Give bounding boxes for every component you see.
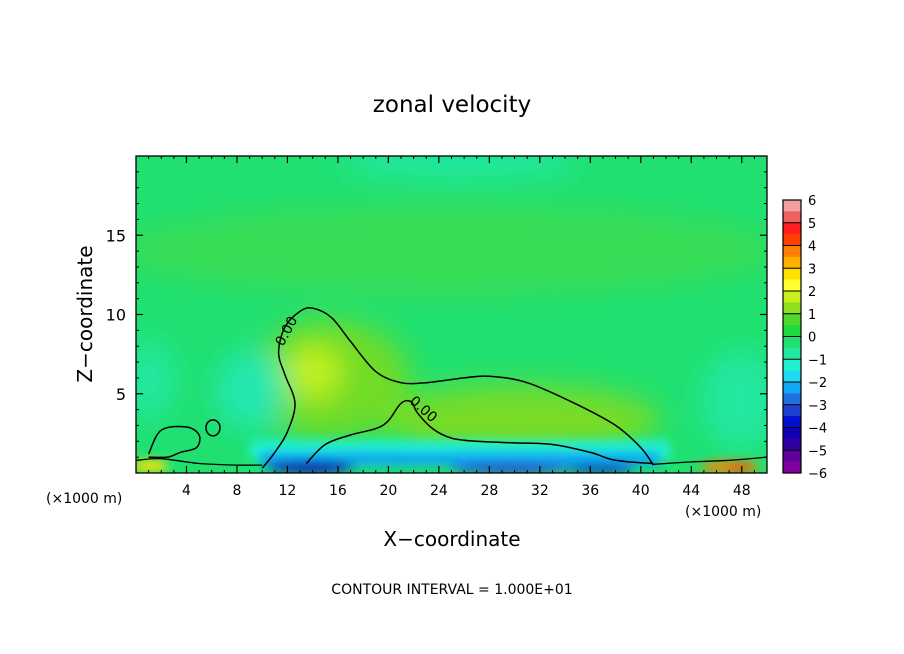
colorbar-swatch xyxy=(783,359,801,372)
colorbar: 6 5 4 3 2 1 0 −1 −2 −3 −4 −5 −6 xyxy=(782,194,827,482)
colorbar-swatch xyxy=(783,347,801,360)
field-blob-core xyxy=(286,344,342,400)
colorbar-swatch xyxy=(783,336,801,349)
colorbar-swatch xyxy=(783,450,801,463)
colorbar-swatch xyxy=(783,234,801,246)
colorbar-tick-label: 1 xyxy=(808,308,816,323)
chart-title: zonal velocity xyxy=(373,92,531,118)
colorbar-swatch xyxy=(783,200,801,212)
x-tick-label: 4 xyxy=(182,483,191,499)
colorbar-swatch xyxy=(783,393,801,406)
surface-min-3 xyxy=(565,465,635,473)
colorbar-tick-label: 4 xyxy=(808,240,816,255)
x-axis: 4 8 12 16 20 24 28 32 36 40 44 48 xyxy=(148,156,755,499)
colorbar-swatch xyxy=(783,222,801,235)
colorbar-swatch xyxy=(783,268,801,281)
x-unit-label-right: (×1000 m) xyxy=(685,504,761,520)
colorbar-swatch xyxy=(783,416,801,428)
x-unit-label-left: (×1000 m) xyxy=(46,491,122,507)
x-tick-label: 8 xyxy=(232,483,241,499)
colorbar-swatch xyxy=(783,245,801,258)
surface-min-1 xyxy=(265,461,355,473)
field-blob-left-cool xyxy=(136,340,175,420)
x-tick-label: 12 xyxy=(279,483,297,499)
y-tick-label: 15 xyxy=(106,226,126,245)
contour-line-zero-2 xyxy=(305,399,654,465)
colorbar-swatch xyxy=(783,211,801,224)
colorbar-swatch xyxy=(783,325,801,337)
contour-line-zero-1 xyxy=(261,307,655,469)
contour-loop-small xyxy=(205,419,221,437)
x-axis-label: X−coordinate xyxy=(383,527,520,551)
colorbar-swatch xyxy=(783,256,801,269)
y-tick-label: 5 xyxy=(116,385,126,404)
colorbar-swatch xyxy=(783,291,801,303)
colorbar-tick-label: −1 xyxy=(808,353,827,368)
colorbar-swatch xyxy=(783,427,801,440)
contour-line-zero-3 xyxy=(147,425,201,459)
x-tick-label: 36 xyxy=(581,483,599,499)
x-tick-label: 24 xyxy=(430,483,448,499)
x-tick-label: 40 xyxy=(632,483,650,499)
colorbar-tick-label: 0 xyxy=(808,331,816,346)
colorbar-tick-label: −5 xyxy=(808,444,827,459)
colorbar-tick-label: −2 xyxy=(808,376,827,391)
x-tick-label: 16 xyxy=(329,483,347,499)
colorbar-swatch xyxy=(783,438,801,451)
colorbar-tick-label: −6 xyxy=(808,467,827,482)
contour-interval-note: CONTOUR INTERVAL = 1.000E+01 xyxy=(331,582,572,598)
surface-max-inner xyxy=(728,464,752,472)
surface-left-warm xyxy=(136,460,168,472)
colorbar-tick-label: −3 xyxy=(808,399,827,414)
colorbar-tick-label: −4 xyxy=(808,422,827,437)
colorbar-tick-label: 3 xyxy=(808,262,816,277)
x-tick-label: 44 xyxy=(682,483,700,499)
colorbar-tick-label: 5 xyxy=(808,217,816,232)
surface-blue xyxy=(260,452,660,466)
x-tick-label: 20 xyxy=(379,483,397,499)
colorbar-swatch xyxy=(783,404,801,417)
colorbar-swatch xyxy=(783,382,801,394)
colorbar-swatch xyxy=(783,302,801,315)
colorbar-tick-label: 6 xyxy=(808,194,816,209)
field-blob-top-cool xyxy=(340,156,580,180)
y-tick-label: 10 xyxy=(106,306,126,325)
contour-line-surface-left xyxy=(136,457,263,466)
field-blob-cyan-left xyxy=(215,350,285,430)
colorbar-swatch xyxy=(783,313,801,326)
x-tick-label: 32 xyxy=(531,483,549,499)
x-tick-label: 28 xyxy=(480,483,498,499)
colorbar-swatch xyxy=(783,370,801,383)
contour-line-surface-right xyxy=(653,456,767,465)
y-axis-label: Z−coordinate xyxy=(73,245,97,382)
y-axis: 5 10 15 xyxy=(106,171,767,458)
field-blob-upper-band xyxy=(136,205,767,295)
field-blob-right-cool xyxy=(700,350,767,450)
colorbar-tick-label: 2 xyxy=(808,285,816,300)
x-tick-label: 48 xyxy=(733,483,751,499)
colorbar-swatch xyxy=(783,279,801,292)
velocity-field: 0.000.00 xyxy=(136,156,767,473)
colorbar-swatch xyxy=(783,461,801,474)
